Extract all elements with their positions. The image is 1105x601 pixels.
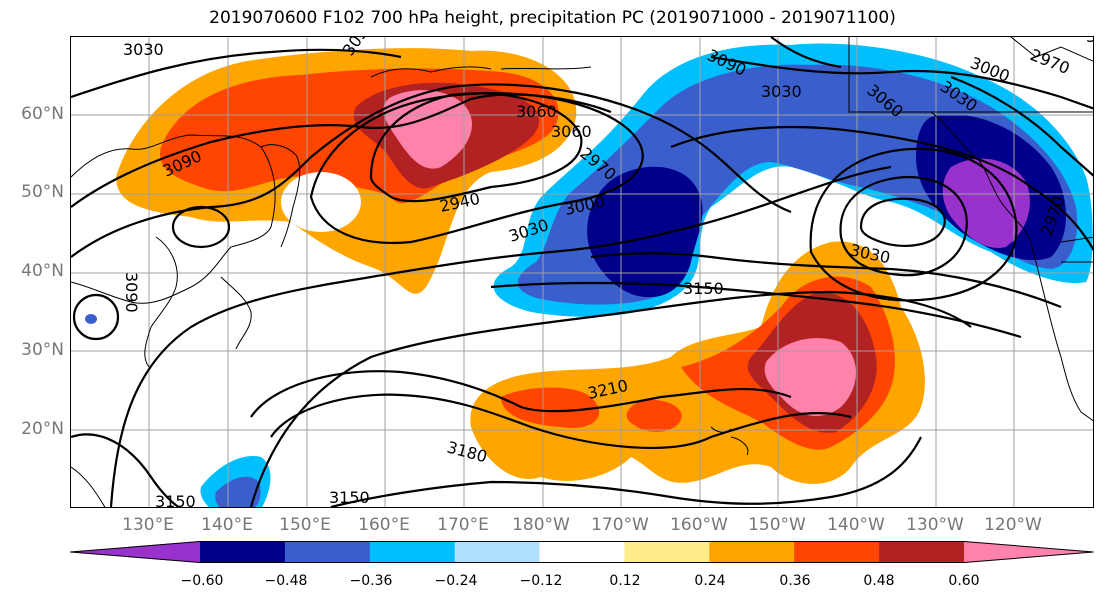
colorbar-tick: 0.60	[948, 573, 980, 589]
lat-tick-30: 30°N	[21, 340, 64, 360]
colorbar	[70, 541, 1094, 563]
colorbar-segment	[70, 541, 200, 563]
colorbar-tick: −0.48	[264, 573, 308, 589]
colorbar-tick: 0.24	[694, 573, 726, 589]
colorbar-segment	[964, 541, 1094, 563]
lon-tick-150e: 150°E	[279, 515, 331, 535]
colorbar-segment	[879, 541, 965, 563]
colorbar-tick: −0.12	[519, 573, 563, 589]
lon-tick-160e: 160°E	[358, 515, 410, 535]
lon-tick-170w: 170°W	[591, 515, 649, 535]
lon-tick-120w: 120°W	[984, 515, 1042, 535]
colorbar-tick: 0.48	[863, 573, 895, 589]
map-title: 2019070600 F102 700 hPa height, precipit…	[209, 8, 896, 28]
contour-label: 2970	[1028, 45, 1073, 78]
lat-tick-40: 40°N	[21, 261, 64, 281]
map-canvas: 3030 3090 3060 2940 2970 3000 3030 3150 …	[71, 37, 1094, 508]
colorbar-segment	[539, 541, 625, 563]
coastlines	[71, 37, 1093, 507]
colorbar-outline	[70, 541, 1094, 563]
map-panel: 3030 3090 3060 2940 2970 3000 3030 3150 …	[70, 36, 1094, 508]
colorbar-segment	[709, 541, 795, 563]
colorbar-segment	[284, 541, 371, 563]
contour-label: 3060	[551, 122, 592, 141]
colorbar-segment	[624, 541, 710, 563]
lon-tick-130w: 130°W	[906, 515, 964, 535]
colorbar-segment	[369, 541, 456, 563]
precip-positive-west	[116, 48, 577, 294]
colorbar-graphic	[70, 541, 1094, 563]
height-contours	[71, 37, 1093, 507]
precip-negative-southwest	[85, 314, 271, 507]
contour-label: 3030	[123, 40, 164, 59]
lon-tick-180w: 180°W	[512, 515, 570, 535]
colorbar-tick: −0.36	[349, 573, 393, 589]
contour-label: 3000	[1086, 37, 1094, 46]
lat-tick-60: 60°N	[21, 104, 64, 124]
contour-label: 3150	[683, 279, 724, 298]
lat-tick-20: 20°N	[21, 419, 64, 439]
lon-tick-170e: 170°E	[437, 515, 489, 535]
lon-tick-130e: 130°E	[122, 515, 174, 535]
colorbar-segment	[794, 541, 880, 563]
lon-tick-140w: 140°W	[827, 515, 885, 535]
graticule	[71, 37, 1093, 507]
colorbar-tick: −0.60	[180, 573, 224, 589]
colorbar-tick: −0.24	[434, 573, 478, 589]
lon-tick-140e: 140°E	[201, 515, 253, 535]
precip-positive-east	[470, 241, 925, 484]
lon-tick-150w: 150°W	[748, 515, 806, 535]
colorbar-segment	[454, 541, 541, 563]
colorbar-tick: 0.12	[609, 573, 641, 589]
contour-label: 3090	[122, 272, 141, 313]
contour-label: 3150	[329, 488, 370, 507]
lat-tick-50: 50°N	[21, 182, 64, 202]
colorbar-tick: 0.36	[779, 573, 811, 589]
contour-label: 3150	[155, 492, 196, 508]
colorbar-segment	[200, 541, 286, 563]
lon-tick-160w: 160°W	[670, 515, 728, 535]
contour-label: 3060	[516, 102, 557, 121]
contour-label: 3030	[761, 82, 802, 101]
